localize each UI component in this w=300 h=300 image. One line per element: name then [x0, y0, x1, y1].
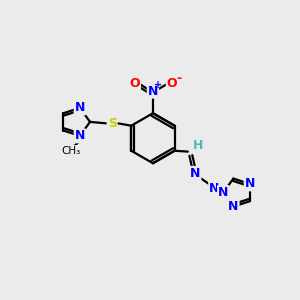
Text: H: H — [192, 139, 203, 152]
Text: N: N — [75, 129, 85, 142]
Text: N: N — [75, 101, 85, 114]
Text: N: N — [244, 177, 255, 190]
Text: +: + — [154, 80, 162, 90]
Text: S: S — [108, 117, 117, 130]
Text: N: N — [228, 200, 239, 213]
Text: N: N — [218, 186, 228, 199]
Text: N: N — [209, 182, 220, 195]
Text: N: N — [190, 167, 200, 180]
Text: N: N — [148, 85, 158, 98]
Text: CH₃: CH₃ — [61, 146, 81, 156]
Text: O: O — [167, 77, 177, 90]
Text: -: - — [176, 72, 181, 85]
Text: O: O — [129, 77, 140, 90]
